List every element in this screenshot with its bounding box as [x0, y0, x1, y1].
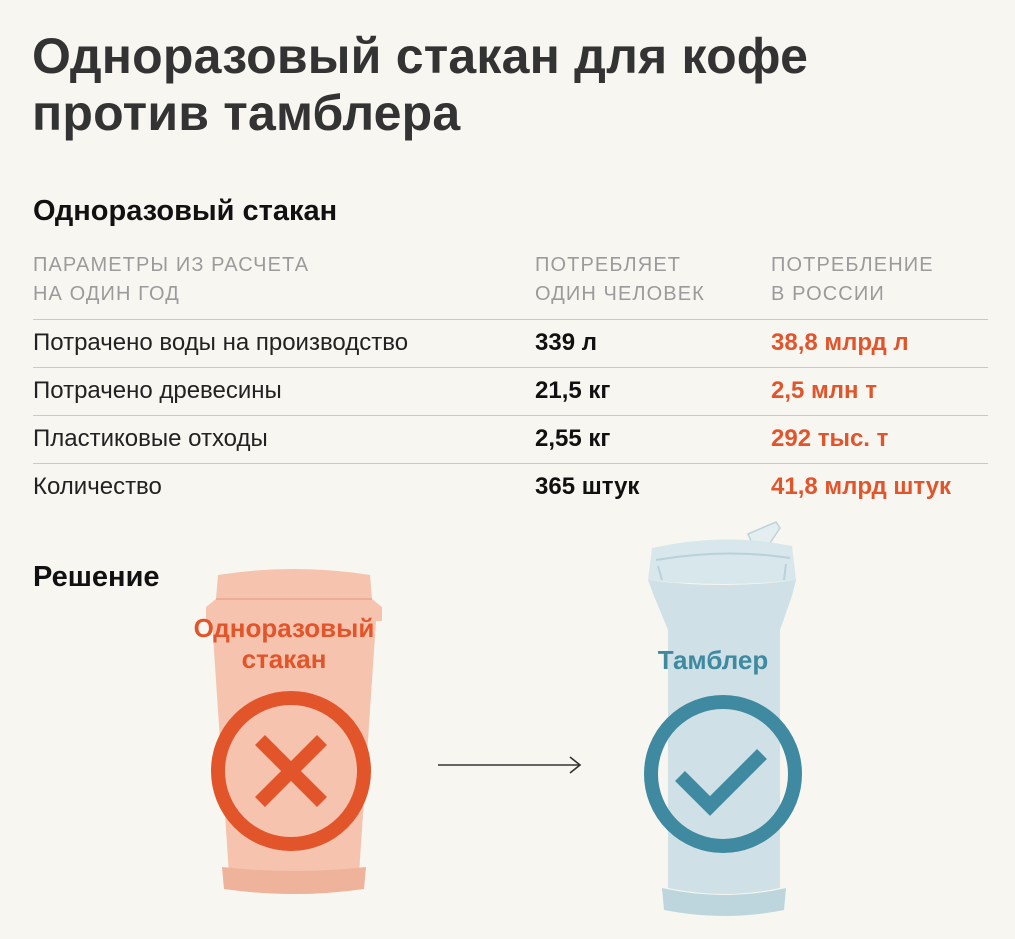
tumbler-illustration [644, 521, 802, 916]
row-param: Потрачено воды на производство [33, 329, 409, 356]
row-param: Пластиковые отходы [33, 425, 268, 452]
table-row: Потрачено древесины 21,5 кг 2,5 млн т [33, 367, 988, 415]
row-person-value: 365 штук [535, 473, 640, 500]
section-title: Одноразовый стакан [33, 195, 338, 227]
row-param: Количество [33, 473, 162, 500]
column-header-param: ПАРАМЕТРЫ ИЗ РАСЧЕТА НА ОДИН ГОД [33, 254, 310, 305]
cup-lid [206, 569, 382, 621]
row-russia-value: 292 тыс. т [771, 425, 889, 452]
arrow-right-icon [438, 756, 582, 774]
data-table: Потрачено воды на производство 339 л 38,… [33, 319, 988, 511]
table-row: Пластиковые отходы 2,55 кг 292 тыс. т [33, 415, 988, 463]
check-icon [644, 695, 802, 853]
row-russia-value: 2,5 млн т [771, 377, 877, 404]
row-russia-value: 41,8 млрд штук [771, 473, 952, 500]
title-line-2: против тамблера [32, 85, 461, 141]
column-header-person: ПОТРЕБЛЯЕТ ОДИН ЧЕЛОВЕК [535, 254, 705, 305]
row-russia-value: 38,8 млрд л [771, 329, 909, 356]
row-param: Потрачено древесины [33, 377, 282, 404]
solution-title: Решение [33, 561, 160, 593]
disposable-cup-illustration [206, 569, 382, 894]
column-header-russia: ПОТРЕБЛЕНИЕ В РОССИИ [771, 254, 934, 305]
cross-icon [211, 691, 371, 851]
row-person-value: 21,5 кг [535, 377, 611, 404]
tumbler-body [648, 580, 796, 894]
tumbler-lid [648, 539, 796, 584]
table-row: Количество 365 штук 41,8 млрд штук [33, 463, 988, 511]
tumbler-label: Тамблер [657, 645, 769, 675]
disposable-cup-label: Одноразовый стакан [193, 613, 375, 674]
page-title: Одноразовый стакан для кофе против тамбл… [32, 28, 808, 142]
row-person-value: 339 л [535, 329, 597, 356]
row-person-value: 2,55 кг [535, 425, 611, 452]
title-line-1: Одноразовый стакан для кофе [32, 28, 809, 84]
table-row: Потрачено воды на производство 339 л 38,… [33, 319, 988, 367]
